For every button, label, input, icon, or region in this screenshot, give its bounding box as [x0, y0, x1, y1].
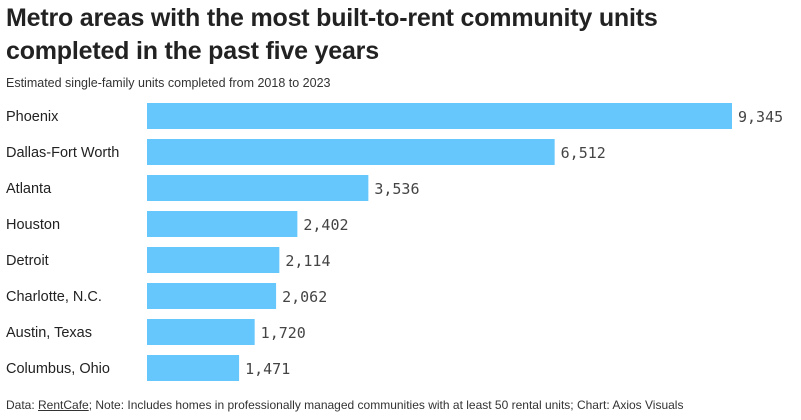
bar-dallas-fort-worth: [147, 139, 555, 165]
footer-note: ; Note: Includes homes in professionally…: [88, 398, 684, 412]
value-label-columbus-ohio: 1,471: [245, 360, 290, 378]
category-label-austin-texas: Austin, Texas: [6, 325, 92, 341]
category-label-phoenix: Phoenix: [6, 109, 59, 125]
chart-footer: Data: RentCafe; Note: Includes homes in …: [6, 398, 683, 412]
category-label-charlotte-n-c: Charlotte, N.C.: [6, 289, 102, 305]
bar-chart: Phoenix 9,345 Dallas-Fort Worth 6,512 Atlant…: [6, 103, 783, 381]
chart-title: Metro areas with the most built-to-rent …: [6, 4, 658, 65]
value-label-detroit: 2,114: [285, 252, 330, 270]
bar-columbus-ohio: [147, 355, 240, 381]
category-label-columbus-ohio: Columbus, Ohio: [6, 361, 110, 377]
bar-charlotte-n-c: [147, 283, 277, 309]
category-label-houston: Houston: [6, 217, 60, 233]
category-label-detroit: Detroit: [6, 253, 49, 269]
footer-prefix: Data:: [6, 398, 39, 412]
category-label-dallas-fort-worth: Dallas-Fort Worth: [6, 145, 119, 161]
bar-atlanta: [147, 175, 369, 201]
source-link[interactable]: RentCafe: [38, 398, 89, 412]
value-label-houston: 2,402: [303, 216, 348, 234]
bar-phoenix: [147, 103, 732, 129]
chart-subtitle: Estimated single-family units completed …: [6, 76, 331, 90]
value-label-phoenix: 9,345: [738, 108, 783, 126]
bar-austin-texas: [147, 319, 255, 345]
bar-detroit: [147, 247, 280, 273]
bar-houston: [147, 211, 298, 237]
value-label-dallas-fort-worth: 6,512: [561, 144, 606, 162]
value-label-atlanta: 3,536: [374, 180, 419, 198]
category-label-atlanta: Atlanta: [6, 181, 52, 197]
value-label-charlotte-n-c: 2,062: [282, 288, 327, 306]
value-label-austin-texas: 1,720: [261, 324, 306, 342]
